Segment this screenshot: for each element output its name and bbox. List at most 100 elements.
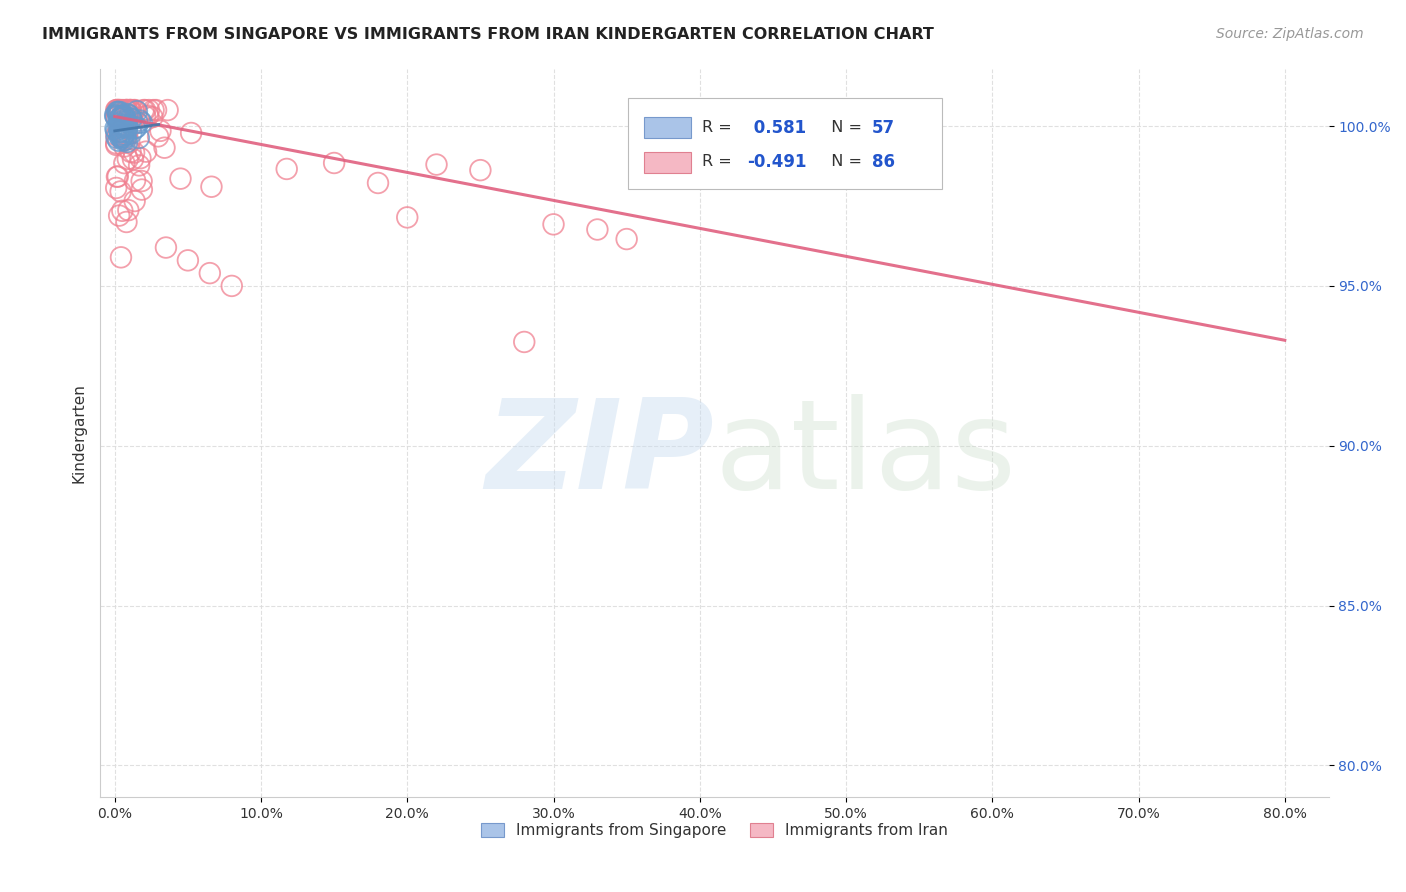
Point bbox=[111, 129, 134, 144]
Point bbox=[117, 203, 139, 218]
Point bbox=[122, 103, 145, 117]
Point bbox=[107, 169, 129, 184]
Point bbox=[107, 103, 129, 117]
Point bbox=[111, 120, 134, 135]
Point bbox=[141, 110, 163, 124]
Text: atlas: atlas bbox=[714, 394, 1017, 516]
Point bbox=[120, 109, 142, 123]
Point bbox=[112, 128, 135, 142]
Point bbox=[114, 110, 136, 124]
Point bbox=[142, 103, 165, 117]
Point bbox=[111, 203, 134, 218]
Point bbox=[107, 134, 129, 148]
Point bbox=[118, 136, 141, 150]
Point bbox=[138, 103, 160, 117]
Point bbox=[111, 130, 134, 145]
Point bbox=[108, 112, 131, 126]
Point bbox=[111, 103, 134, 117]
Point bbox=[104, 108, 127, 122]
Bar bbox=[644, 153, 690, 173]
Point bbox=[169, 171, 191, 186]
Point bbox=[513, 334, 536, 349]
Point bbox=[112, 119, 135, 133]
Point bbox=[105, 137, 128, 152]
Point bbox=[128, 131, 150, 145]
Text: Source: ZipAtlas.com: Source: ZipAtlas.com bbox=[1216, 27, 1364, 41]
Point bbox=[115, 103, 138, 117]
Point bbox=[129, 151, 152, 165]
Point bbox=[108, 103, 131, 117]
Point bbox=[105, 128, 128, 143]
Point bbox=[110, 119, 132, 133]
Point bbox=[115, 125, 138, 139]
Point bbox=[107, 103, 129, 117]
Point bbox=[136, 109, 159, 123]
Text: 0.581: 0.581 bbox=[748, 119, 806, 136]
Point bbox=[367, 176, 389, 190]
Text: N =: N = bbox=[821, 120, 868, 135]
Point bbox=[105, 109, 128, 123]
Point bbox=[149, 124, 172, 138]
Point bbox=[110, 103, 132, 117]
Point bbox=[128, 158, 150, 172]
Point bbox=[110, 250, 132, 264]
Point bbox=[112, 109, 135, 123]
Point bbox=[112, 110, 135, 124]
Point bbox=[128, 113, 150, 128]
Legend: Immigrants from Singapore, Immigrants from Iran: Immigrants from Singapore, Immigrants fr… bbox=[475, 817, 953, 845]
Point bbox=[425, 157, 447, 171]
Point bbox=[543, 218, 565, 232]
Point bbox=[115, 215, 138, 229]
Point bbox=[108, 129, 131, 144]
Point bbox=[120, 145, 142, 159]
Point bbox=[104, 110, 127, 124]
Point bbox=[108, 103, 131, 118]
Point bbox=[156, 103, 179, 117]
Point bbox=[122, 145, 145, 160]
Point bbox=[121, 112, 143, 127]
Point bbox=[120, 103, 142, 117]
Text: ZIP: ZIP bbox=[485, 394, 714, 516]
Point bbox=[132, 103, 155, 117]
Point bbox=[112, 131, 135, 145]
Point bbox=[124, 121, 146, 136]
Point bbox=[124, 173, 146, 187]
Point bbox=[153, 141, 176, 155]
Point bbox=[131, 174, 153, 188]
Point bbox=[105, 103, 128, 117]
Point bbox=[200, 179, 222, 194]
Point bbox=[121, 119, 143, 133]
Text: -0.491: -0.491 bbox=[748, 153, 807, 171]
Point bbox=[111, 108, 134, 122]
Point bbox=[470, 163, 492, 178]
Point bbox=[131, 183, 153, 197]
Point bbox=[112, 110, 135, 124]
Bar bbox=[644, 118, 690, 137]
Point bbox=[112, 156, 135, 170]
Point bbox=[105, 110, 128, 124]
Point bbox=[177, 253, 200, 268]
Point bbox=[105, 136, 128, 151]
Point bbox=[108, 209, 131, 223]
Point bbox=[105, 123, 128, 137]
Point bbox=[616, 232, 638, 246]
Point bbox=[122, 152, 145, 166]
Point bbox=[125, 120, 148, 135]
Y-axis label: Kindergarten: Kindergarten bbox=[72, 383, 86, 483]
Point bbox=[118, 103, 141, 117]
Point bbox=[120, 103, 142, 117]
Point bbox=[115, 135, 138, 149]
Point bbox=[105, 169, 128, 184]
Point bbox=[108, 121, 131, 136]
Point bbox=[107, 120, 129, 134]
Point bbox=[110, 128, 132, 142]
Point bbox=[115, 120, 138, 135]
Point bbox=[108, 129, 131, 144]
Point bbox=[134, 103, 156, 117]
Point bbox=[107, 106, 129, 120]
Point bbox=[276, 161, 298, 176]
Point bbox=[107, 109, 129, 123]
Point bbox=[107, 104, 129, 119]
Point bbox=[396, 211, 419, 225]
Point bbox=[110, 185, 132, 199]
